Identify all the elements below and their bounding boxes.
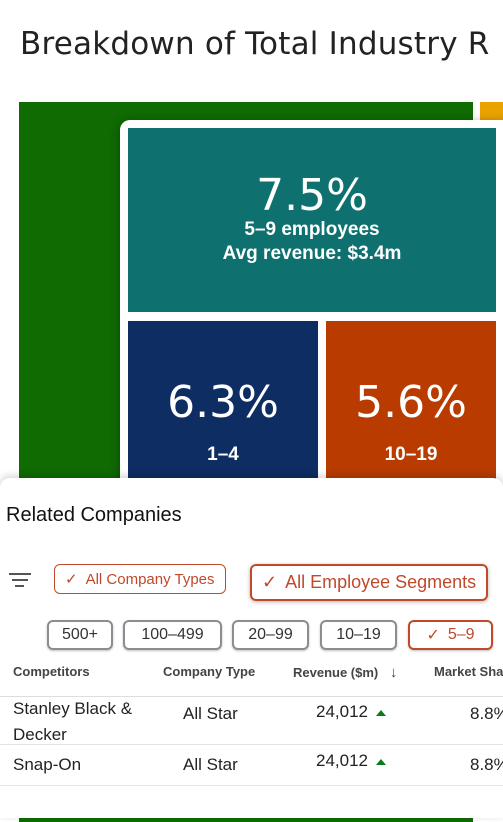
employee-segments-label: All Employee Segments — [285, 572, 477, 592]
sort-arrow-down-icon: ↓ — [389, 664, 398, 681]
company-type: All Star — [183, 755, 238, 774]
tile-label: 10–19 — [384, 444, 438, 465]
header-market-share[interactable]: Market Sha — [434, 664, 503, 679]
revenue-number: 24,012 — [316, 702, 368, 721]
trend-up-icon — [376, 758, 386, 765]
check-icon: ✓ — [65, 571, 78, 588]
segment-chip-label: 100–499 — [141, 626, 204, 643]
treemap-tile-5-9-employees[interactable]: 7.5% 5–9 employees Avg revenue: $3.4m — [128, 128, 496, 312]
tile-label: 1–4 — [207, 444, 239, 465]
segment-chip-label: 500+ — [61, 626, 99, 643]
segment-chip-100-499[interactable]: 100–499 — [123, 620, 222, 650]
employee-segments-chip[interactable]: ✓ All Employee Segments — [250, 564, 489, 601]
table-row[interactable]: Stanley Black & Decker All Star 24,012 8… — [0, 696, 503, 745]
company-name[interactable]: Stanley Black & Decker — [13, 696, 132, 748]
company-name[interactable]: Snap-On — [13, 755, 82, 774]
tile-avg-revenue: Avg revenue: $3.4m — [222, 243, 402, 264]
filter-icon[interactable] — [9, 573, 31, 589]
segment-chip-label: 5–9 — [447, 626, 475, 643]
page-title: Breakdown of Total Industry R — [20, 26, 490, 62]
segment-chip-5-9[interactable]: ✓ 5–9 — [408, 620, 493, 650]
segment-chip-500-plus[interactable]: 500+ — [47, 620, 113, 650]
table-header: Competitors Company Type Revenue ($m) ↓ … — [0, 648, 503, 697]
company-types-label: All Company Types — [85, 570, 215, 588]
revenue-value: 24,012 — [316, 751, 386, 771]
revenue-number: 24,012 — [316, 751, 368, 770]
related-companies-panel: Related Companies ✓ All Company Types ✓ … — [0, 478, 503, 818]
table-row[interactable]: Snap-On All Star 24,012 8.8% — [0, 745, 503, 786]
check-icon: ✓ — [426, 627, 440, 644]
segment-chip-label: 10–19 — [336, 626, 381, 643]
company-type: All Star — [183, 704, 238, 723]
header-revenue[interactable]: Revenue ($m) ↓ — [293, 664, 397, 681]
segment-chip-10-19[interactable]: 10–19 — [320, 620, 397, 650]
market-share-value: 8.8% — [470, 755, 503, 774]
related-companies-title: Related Companies — [6, 504, 182, 526]
company-name-line2: Decker — [13, 725, 67, 744]
tile-percentage: 6.3% — [167, 377, 279, 428]
company-name-line1: Stanley Black & — [13, 699, 133, 718]
segment-chip-label: 20–99 — [248, 626, 293, 643]
header-competitors[interactable]: Competitors — [13, 664, 90, 679]
revenue-value: 24,012 — [316, 702, 386, 722]
company-types-chip[interactable]: ✓ All Company Types — [54, 564, 226, 594]
tile-label: 5–9 employees — [244, 219, 380, 240]
trend-up-icon — [376, 709, 386, 716]
market-share-value: 8.8% — [470, 704, 503, 723]
tile-percentage: 7.5% — [256, 170, 368, 221]
header-revenue-label: Revenue ($m) — [293, 665, 379, 680]
tile-percentage: 5.6% — [355, 377, 467, 428]
header-company-type[interactable]: Company Type — [163, 664, 256, 679]
check-icon: ✓ — [262, 572, 278, 592]
segment-chip-20-99[interactable]: 20–99 — [232, 620, 309, 650]
